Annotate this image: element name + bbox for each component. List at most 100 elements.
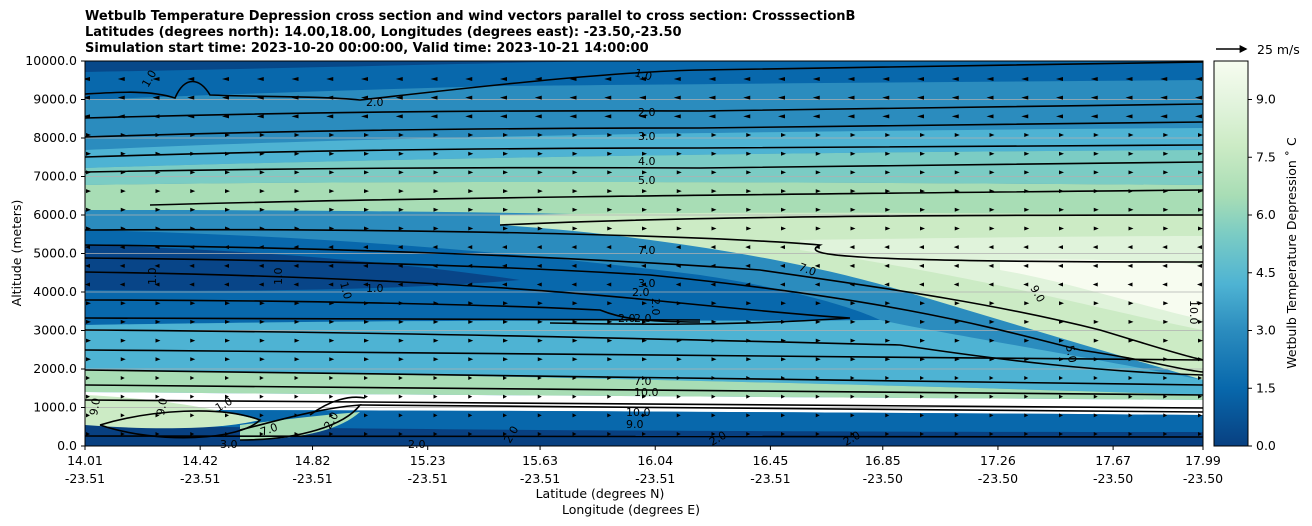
contour-label: 9.0 bbox=[626, 418, 644, 431]
wind-arrow bbox=[781, 151, 786, 156]
wind-arrow bbox=[190, 357, 196, 362]
wind-arrow bbox=[225, 133, 230, 138]
wind-arrow bbox=[326, 77, 334, 81]
wind-arrow bbox=[120, 133, 126, 138]
wind-arrow bbox=[86, 133, 91, 138]
wind-arrow bbox=[225, 357, 230, 362]
wind-arrow bbox=[189, 282, 195, 287]
wind-arrow bbox=[607, 207, 613, 212]
wind-arrow bbox=[642, 432, 646, 436]
wind-arrow bbox=[953, 263, 959, 268]
wind-arrow bbox=[1195, 77, 1202, 81]
wind-arrow bbox=[882, 77, 890, 81]
wind-arrow bbox=[815, 432, 820, 436]
wind-arrow bbox=[364, 319, 369, 324]
wind-arrow bbox=[256, 77, 264, 81]
x-tick-label-lat: 14.82 bbox=[295, 453, 331, 468]
wind-arrow bbox=[468, 207, 474, 212]
contour-label: 9.0 bbox=[154, 397, 170, 416]
wind-arrow bbox=[711, 151, 717, 156]
wind-arrow bbox=[710, 282, 716, 287]
wind-arrow bbox=[607, 189, 613, 194]
y-tick-label: 6000.0 bbox=[33, 207, 77, 222]
wind-arrow bbox=[503, 151, 508, 156]
wind-arrow bbox=[1093, 357, 1099, 362]
wind-arrow bbox=[954, 319, 960, 324]
wind-arrow bbox=[850, 133, 856, 138]
wind-arrow bbox=[154, 245, 160, 250]
wind-arrow bbox=[468, 319, 474, 324]
wind-arrow bbox=[503, 319, 508, 324]
wind-arrow bbox=[954, 338, 960, 343]
wind-arrow bbox=[815, 413, 820, 418]
wind-arrow bbox=[711, 338, 717, 343]
wind-arrow bbox=[187, 77, 195, 81]
wind-arrow bbox=[120, 375, 125, 380]
wind-arrow bbox=[676, 151, 682, 156]
wind-arrow bbox=[119, 282, 125, 287]
wind-arrow bbox=[571, 282, 577, 287]
wind-arrow bbox=[465, 95, 473, 100]
wind-arrow bbox=[155, 301, 161, 306]
wind-arrow bbox=[919, 263, 924, 268]
wind-arrow bbox=[711, 357, 717, 362]
wind-arrow bbox=[120, 151, 126, 156]
wind-arrow bbox=[225, 189, 230, 194]
contour-label: 1.0 bbox=[272, 268, 285, 286]
wind-arrow bbox=[572, 133, 578, 138]
wind-arrow bbox=[85, 95, 90, 100]
wind-arrow bbox=[1059, 357, 1064, 362]
wind-arrow bbox=[815, 133, 821, 138]
wind-arrow bbox=[433, 189, 439, 194]
wind-arrow bbox=[294, 189, 300, 194]
wind-arrow bbox=[642, 357, 647, 362]
wind-arrow bbox=[885, 375, 890, 380]
wind-arrow bbox=[537, 375, 542, 380]
wind-arrow bbox=[86, 375, 90, 380]
wind-arrow bbox=[329, 375, 334, 380]
wind-arrow bbox=[537, 207, 543, 212]
wind-arrow bbox=[187, 114, 195, 119]
wind-arrow bbox=[953, 245, 959, 250]
wind-arrow bbox=[676, 432, 681, 436]
wind-arrow bbox=[256, 114, 264, 119]
wind-arrow bbox=[815, 226, 821, 231]
wind-arrow bbox=[850, 338, 856, 343]
wind-arrow bbox=[361, 95, 368, 100]
wind-arrow bbox=[917, 95, 924, 100]
contour-label: 5.0 bbox=[1063, 344, 1079, 363]
wind-arrow bbox=[1197, 245, 1202, 250]
wind-arrow bbox=[569, 95, 577, 100]
wind-arrow bbox=[1024, 338, 1030, 343]
wind-arrow bbox=[781, 338, 786, 343]
wind-arrow bbox=[607, 151, 613, 156]
chart-title-line-1: Wetbulb Temperature Depression cross sec… bbox=[85, 9, 856, 24]
wind-arrow bbox=[1023, 263, 1029, 268]
wind-arrow bbox=[850, 151, 856, 156]
wind-arrow bbox=[363, 282, 368, 287]
wind-arrow bbox=[291, 114, 299, 119]
wind-arrow bbox=[812, 77, 820, 81]
wind-arrow bbox=[502, 263, 507, 268]
wind-arrow bbox=[1127, 245, 1133, 250]
wind-arrow bbox=[500, 77, 507, 81]
colorbar-ticks: 0.0 1.5 3.0 4.5 6.0 7.5 9.0 bbox=[1248, 92, 1276, 453]
wind-arrow bbox=[86, 338, 91, 343]
wind-arrow bbox=[1197, 282, 1202, 287]
wind-arrow bbox=[259, 151, 265, 156]
wind-arrow bbox=[708, 114, 716, 119]
wind-arrow bbox=[1125, 114, 1133, 119]
wind-arrow bbox=[155, 226, 161, 231]
wind-arrow bbox=[572, 357, 578, 362]
wind-arrow bbox=[468, 432, 473, 436]
wind-arrow bbox=[294, 319, 300, 324]
wind-arrow bbox=[920, 189, 925, 194]
wind-arrow bbox=[432, 245, 438, 250]
wind-arrow bbox=[502, 245, 507, 250]
wind-arrow bbox=[572, 413, 577, 418]
wind-arrow bbox=[676, 375, 681, 380]
wind-arrow bbox=[433, 170, 439, 175]
chart-title-line-3: Simulation start time: 2023-10-20 00:00:… bbox=[85, 41, 649, 56]
wind-arrow bbox=[1198, 170, 1203, 175]
wind-arrow bbox=[676, 357, 682, 362]
